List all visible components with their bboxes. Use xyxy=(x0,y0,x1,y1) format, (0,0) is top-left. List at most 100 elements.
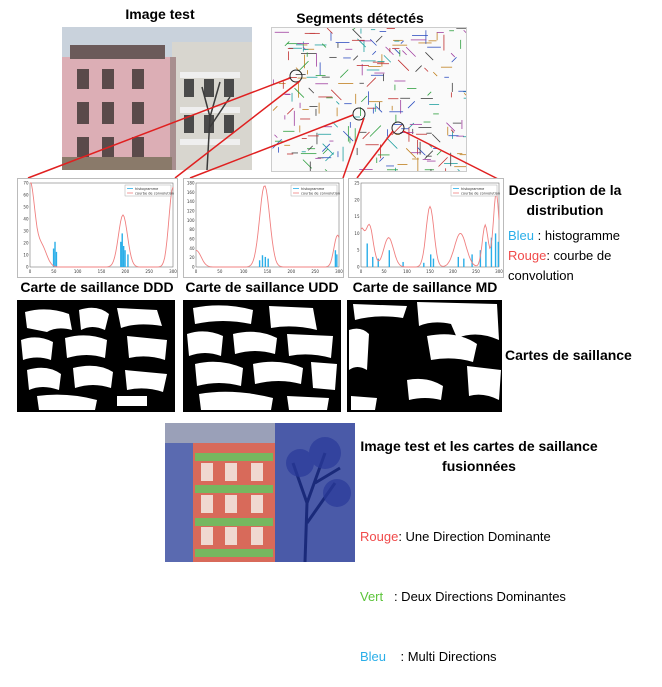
fused-heading: Image test et les cartes de saillance fu… xyxy=(354,436,604,476)
y-tick-label: 40 xyxy=(23,217,29,222)
segments-title: Segments détectés xyxy=(296,10,424,26)
x-tick-label: 250 xyxy=(311,269,319,274)
x-tick-label: 200 xyxy=(288,269,296,274)
distribution-heading: Description de la distribution xyxy=(505,180,625,220)
histogram-bar xyxy=(336,254,338,267)
y-tick-label: 25 xyxy=(354,181,360,186)
y-tick-label: 15 xyxy=(354,214,360,219)
x-tick-label: 100 xyxy=(403,269,411,274)
y-tick-label: 80 xyxy=(189,227,195,232)
saliency-label: Cartes de saillance xyxy=(505,347,632,363)
saliency-map-md xyxy=(347,300,502,412)
histogram-bar xyxy=(485,241,487,267)
legend-histogram: histogramme xyxy=(301,187,324,191)
segment-circle-1 xyxy=(289,69,303,83)
histogram-bar xyxy=(463,258,465,267)
y-tick-label: 40 xyxy=(189,246,195,251)
x-tick-label: 150 xyxy=(264,269,272,274)
histogram-bar xyxy=(471,254,473,267)
convolution-curve xyxy=(29,182,174,268)
histogram-bar xyxy=(264,256,267,267)
y-tick-label: 20 xyxy=(354,197,360,202)
distribution-heading-line1: Description de la xyxy=(508,182,622,198)
y-tick-label: 60 xyxy=(189,237,195,242)
histogram-bar xyxy=(430,254,432,267)
convolution-curve xyxy=(195,185,340,268)
fused-green-text: : Deux Directions Dominantes xyxy=(383,589,566,604)
histogram-bar xyxy=(261,255,264,267)
histogram-bar xyxy=(402,261,404,267)
red-text-line2: convolution xyxy=(508,268,574,283)
histogram-plot-2: 180 160 140 120 100 80 60 40 20 0 0 50 100 150 200 250 3… xyxy=(183,178,344,278)
fused-green-word: Vert xyxy=(360,589,384,604)
blue-text: : histogramme xyxy=(534,228,621,243)
histogram-bar xyxy=(120,241,122,267)
histogram-bar xyxy=(388,250,390,267)
fused-blue-text: : Multi Directions xyxy=(386,649,497,664)
x-tick-label: 150 xyxy=(98,269,106,274)
histogram-bar xyxy=(258,260,261,267)
histogram-bar xyxy=(334,250,337,267)
histogram-bar xyxy=(432,258,435,267)
image-test-title: Image test xyxy=(125,6,195,22)
y-tick-label: 180 xyxy=(187,181,195,186)
x-tick-label: 100 xyxy=(74,269,82,274)
histogram-bar xyxy=(52,248,55,267)
segments-image xyxy=(271,27,467,172)
y-tick-label: 0 xyxy=(192,265,195,270)
histogram-bar xyxy=(372,256,374,267)
fused-heading-line1: Image test et les cartes de saillance xyxy=(360,438,598,454)
histogram-bar xyxy=(423,262,425,267)
x-tick-label: 250 xyxy=(472,269,480,274)
histogram-bar xyxy=(377,258,379,267)
saliency-map-udd xyxy=(183,300,341,412)
blue-word: Bleu xyxy=(508,228,535,243)
fused-legend: Rouge: Une Direction Dominante Vert : De… xyxy=(360,487,655,687)
histogram-bar xyxy=(121,233,123,267)
segment-circle-3 xyxy=(391,121,405,135)
y-tick-label: 20 xyxy=(189,255,195,260)
x-tick-label: 50 xyxy=(51,269,57,274)
legend-histogram: histogramme xyxy=(461,187,484,191)
x-tick-label: 300 xyxy=(335,269,343,274)
connector-lines xyxy=(27,69,501,181)
y-tick-label: 0 xyxy=(26,265,29,270)
x-tick-label: 50 xyxy=(217,269,223,274)
x-tick-label: 200 xyxy=(449,269,457,274)
y-tick-label: 5 xyxy=(357,248,360,253)
legend-convolution: courbe de convolution xyxy=(135,192,174,196)
histogram-bar xyxy=(124,250,126,267)
histogram-bar xyxy=(122,246,125,267)
x-tick-label: 200 xyxy=(122,269,130,274)
histogram-bar xyxy=(54,241,56,267)
y-tick-label: 140 xyxy=(187,199,195,204)
legend-convolution: courbe de convolution xyxy=(461,192,500,196)
y-tick-label: 60 xyxy=(23,193,29,198)
y-tick-label: 20 xyxy=(23,241,29,246)
x-tick-label: 150 xyxy=(426,269,434,274)
histogram-bar xyxy=(366,243,368,267)
histogram-bar xyxy=(497,241,500,267)
histogram-bar xyxy=(479,250,482,267)
legend-convolution: courbe de convolution xyxy=(301,192,340,196)
y-tick-label: 10 xyxy=(354,231,360,236)
fused-red-word: Rouge xyxy=(360,529,399,544)
y-tick-label: 160 xyxy=(187,190,195,195)
histogram-bar xyxy=(55,251,58,267)
saliency-md-title: Carte de saillance MD xyxy=(352,279,498,295)
fused-heading-line2: fusionnées xyxy=(442,458,516,474)
x-tick-label: 0 xyxy=(360,269,363,274)
y-tick-label: 0 xyxy=(357,265,360,270)
y-tick-label: 30 xyxy=(23,229,29,234)
red-word: Rouge xyxy=(508,248,547,263)
fused-red-text: : Une Direction Dominante xyxy=(398,529,551,544)
histogram-bar xyxy=(457,256,459,267)
histogram-plot-1: 70 60 50 40 30 20 10 0 0 50 100 150 200 250 300 histogr… xyxy=(17,178,178,278)
histogram-bar xyxy=(494,233,497,267)
x-tick-label: 100 xyxy=(240,269,248,274)
x-tick-label: 0 xyxy=(29,269,32,274)
y-tick-label: 120 xyxy=(187,209,195,214)
red-text-line1: : courbe de xyxy=(546,248,612,263)
y-tick-label: 100 xyxy=(187,218,195,223)
x-tick-label: 300 xyxy=(169,269,177,274)
